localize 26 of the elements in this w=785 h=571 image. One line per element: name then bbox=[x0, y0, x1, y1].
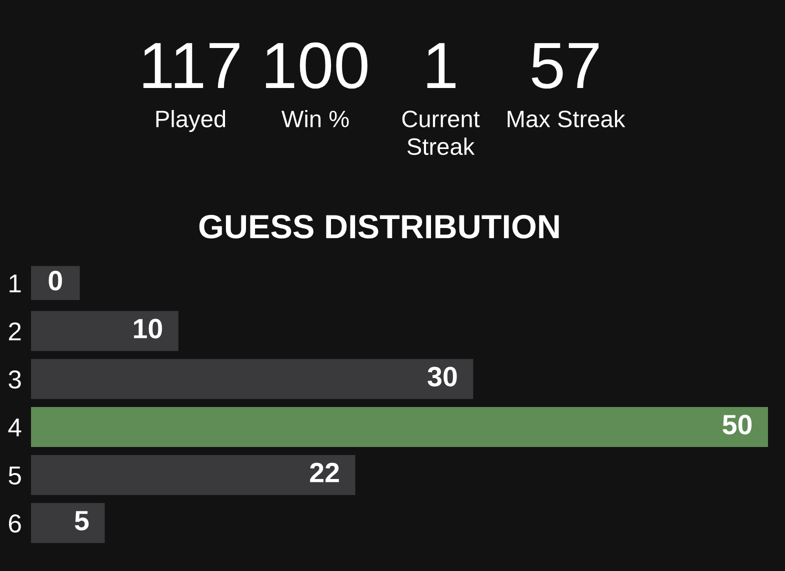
data-label: 5 bbox=[74, 511, 89, 530]
category-label: Played bbox=[156, 110, 226, 132]
bar bbox=[31, 359, 474, 399]
y-tick-label: 3 bbox=[8, 370, 21, 389]
bar bbox=[31, 407, 768, 447]
data-label: 100 bbox=[266, 42, 368, 89]
y-tick-label: 4 bbox=[8, 418, 22, 436]
category-label: Current Streak bbox=[402, 110, 480, 155]
bar bbox=[31, 503, 105, 543]
y-tick-label: 2 bbox=[8, 322, 21, 340]
data-label: 57 bbox=[532, 43, 599, 89]
data-label: 0 bbox=[48, 270, 62, 290]
data-label: 50 bbox=[722, 414, 752, 434]
data-label: 117 bbox=[143, 43, 240, 88]
y-tick-label: 5 bbox=[8, 466, 21, 485]
bar bbox=[31, 455, 356, 495]
y-tick-label: 1 bbox=[10, 274, 21, 292]
category-label: Max Streak bbox=[508, 110, 626, 128]
category-label: Win % bbox=[281, 110, 349, 128]
chart-title: GUESS DISTRIBUTION bbox=[199, 214, 559, 238]
data-label: 30 bbox=[428, 366, 457, 386]
data-label: 1 bbox=[427, 43, 456, 88]
data-label: 10 bbox=[134, 318, 162, 338]
y-tick-label: 6 bbox=[8, 514, 21, 533]
data-label: 22 bbox=[310, 462, 339, 482]
bar bbox=[31, 311, 178, 351]
